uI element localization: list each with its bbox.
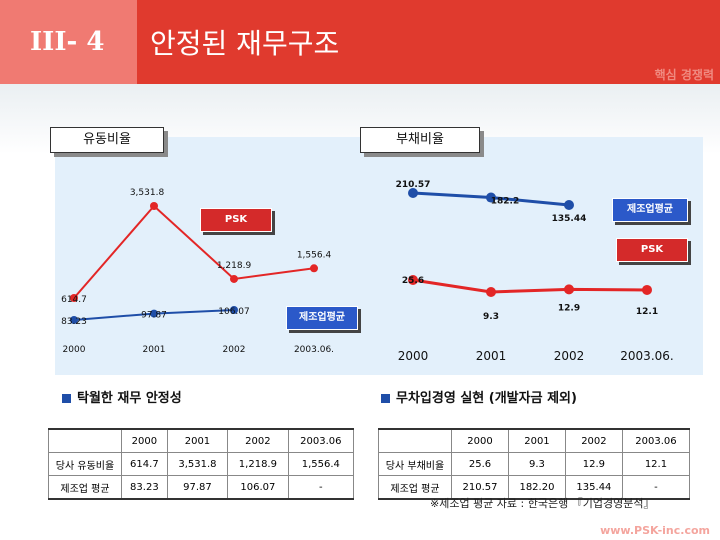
- data-label: 3,531.8: [130, 188, 165, 198]
- page-subtitle: 핵심 경쟁력: [654, 68, 714, 82]
- row-label-cell: 당사 부채비율: [378, 452, 452, 476]
- data-label: 135.44: [552, 214, 587, 224]
- data-point: [408, 188, 418, 198]
- section-heading-right: 무차입경영 실현 (개발자금 제외): [381, 387, 577, 406]
- table-cell: 182.20: [507, 475, 566, 500]
- data-label: 106.07: [218, 307, 250, 317]
- row-label-cell: [48, 428, 122, 453]
- row-label-cell: 당사 유동비율: [48, 452, 122, 476]
- table-cell: 3,531.8: [166, 452, 229, 476]
- data-point: [150, 309, 158, 318]
- table-row: 제조업 평균 210.57 182.20 135.44-: [378, 475, 691, 500]
- table-cell: 9.3: [507, 452, 566, 476]
- tab-debt-ratio: 부채비율: [360, 127, 480, 153]
- callout-left-psk: PSK: [200, 208, 272, 232]
- x-tick-label: 2001: [476, 349, 507, 363]
- data-label: 25.6: [402, 276, 424, 286]
- bullet-square-icon: [381, 394, 390, 403]
- table-cell: 2000: [451, 428, 509, 453]
- data-label: 182.2: [491, 197, 519, 207]
- header-title-block: [137, 0, 720, 84]
- series-line: [412, 278, 648, 294]
- row-label-cell: 제조업 평균: [378, 475, 452, 500]
- section-heading-left: 탁월한 재무 안정성: [62, 387, 182, 406]
- x-tick-label: 2000: [398, 349, 429, 363]
- section-heading-right-text: 무차입경영 실현 (개발자금 제외): [396, 391, 577, 406]
- table-cell: 106.07: [227, 475, 289, 500]
- x-tick-label: 2003.06.: [620, 349, 673, 363]
- data-label: 12.9: [558, 303, 580, 313]
- table-cell: 2001: [507, 428, 566, 453]
- table-row: 당사 부채비율 25.6 9.3 12.9 12.1: [378, 452, 691, 476]
- table-cell: 2003.06: [287, 428, 355, 453]
- data-point: [230, 306, 238, 314]
- bullet-square-icon: [62, 394, 71, 403]
- data-point: [70, 316, 78, 324]
- data-point: [150, 202, 158, 210]
- table-cell: 614.7: [121, 452, 168, 476]
- x-tick-label: 2002: [554, 349, 585, 363]
- source-note: ※제조업 평균 자료 : 한국은행 『기업경영분석』: [430, 497, 655, 510]
- table-cell: 2002: [227, 428, 289, 453]
- callout-right-psk: PSK: [616, 238, 688, 262]
- table-cell: 25.6: [451, 452, 509, 476]
- table-cell: 2002: [564, 428, 623, 453]
- table-cell: -: [621, 475, 691, 500]
- table-cell: 2001: [166, 428, 229, 453]
- x-tick-label: 2002: [223, 345, 246, 355]
- row-label-cell: 제조업 평균: [48, 475, 122, 500]
- data-label: 1,556.4: [297, 250, 332, 260]
- data-label: 12.1: [636, 307, 658, 317]
- data-label: 97.87: [141, 311, 167, 321]
- callout-right-average: 제조업평균: [612, 198, 688, 222]
- table-cell: 97.87: [166, 475, 229, 500]
- series-line: [73, 204, 315, 299]
- x-tick-label: 2000: [63, 345, 86, 355]
- data-label: 1,218.9: [217, 261, 252, 271]
- table-header-row: 2000 2001 2002 2003.06: [48, 428, 355, 453]
- callout-left-average: 제조업평균: [286, 306, 358, 330]
- data-label: 9.3: [483, 312, 499, 322]
- data-point: [486, 192, 496, 203]
- data-point: [408, 275, 418, 285]
- footer-url: www.PSK-inc.com: [600, 524, 710, 537]
- section-heading-left-text: 탁월한 재무 안정성: [77, 391, 182, 406]
- data-point: [564, 200, 574, 210]
- current-ratio-chart: 2000 2001 2002 2003.06. 614.7 3,531.8 1,218.9 1…: [61, 188, 334, 355]
- row-label-cell: [378, 428, 452, 453]
- table-cell: 83.23: [121, 475, 168, 500]
- table-cell: 1,556.4: [287, 452, 355, 476]
- data-label: 614.7: [61, 295, 87, 305]
- tab-current-ratio: 유동비율: [50, 127, 164, 153]
- table-cell: 12.1: [621, 452, 691, 476]
- table-cell: 135.44: [564, 475, 623, 500]
- table-header-row: 2000 2001 2002 2003.06: [378, 428, 691, 453]
- table-cell: 12.9: [564, 452, 623, 476]
- section-number: III- 4: [30, 27, 105, 57]
- table-cell: -: [287, 475, 355, 500]
- data-label: 210.57: [396, 180, 431, 190]
- data-label: 83.23: [61, 317, 87, 327]
- table-cell: 1,218.9: [227, 452, 289, 476]
- x-tick-label: 2003.06.: [294, 345, 334, 355]
- table-cell: 2003.06: [621, 428, 691, 453]
- chart-panel: [55, 137, 703, 375]
- page-title: 안정된 재무구조: [150, 27, 340, 60]
- table-row: 제조업 평균 83.23 97.87 106.07-: [48, 475, 355, 500]
- debt-ratio-table: 2000 2001 2002 2003.06 당사 부채비율 25.6 9.3 12.9 12.…: [378, 428, 691, 500]
- table-cell: 2000: [121, 428, 168, 453]
- data-point: [486, 287, 496, 297]
- current-ratio-table: 2000 2001 2002 2003.06 당사 유동비율 614.7 3,531.8 1,…: [48, 428, 355, 500]
- data-point: [310, 264, 318, 273]
- data-point: [70, 294, 78, 302]
- data-point: [564, 284, 574, 295]
- data-point: [642, 284, 652, 295]
- table-row: 당사 유동비율 614.7 3,531.8 1,218.9 1,556.4: [48, 452, 355, 476]
- x-tick-label: 2001: [143, 345, 166, 355]
- debt-ratio-chart: 2000 2001 2002 2003.06. 210.57 182.2 135.44 25.…: [396, 180, 674, 363]
- header-number-block: [0, 0, 137, 84]
- data-point: [230, 274, 238, 283]
